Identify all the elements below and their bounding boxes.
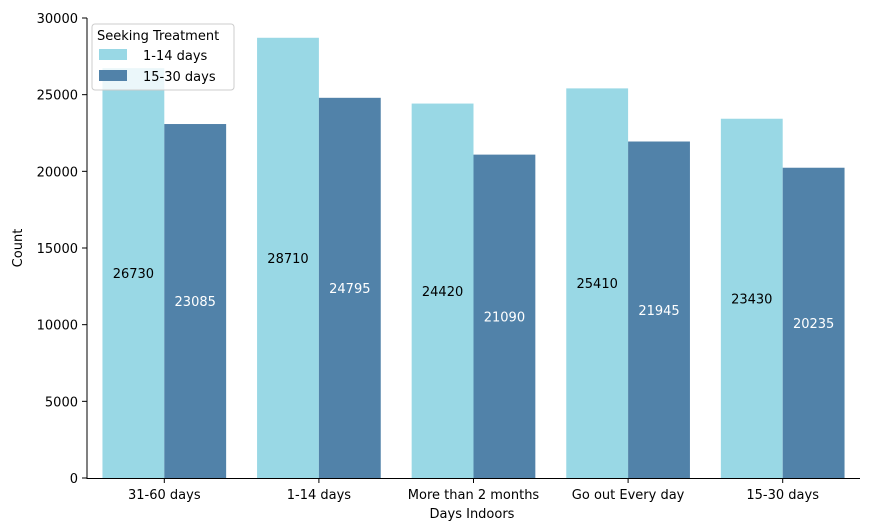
legend: Seeking Treatment 1-14 days 15-30 days (91, 23, 235, 91)
legend-frame (91, 23, 235, 91)
data-label: 21090 (484, 310, 525, 325)
x-axis-title: Days Indoors (430, 507, 515, 522)
bar (473, 154, 536, 478)
x-tick-label: More than 2 months (408, 488, 540, 503)
data-label: 26730 (113, 267, 154, 282)
legend-title: Seeking Treatment (97, 29, 219, 44)
bar (257, 37, 319, 478)
bar (102, 68, 165, 478)
bar (318, 97, 381, 478)
legend-label: 1-14 days (143, 49, 208, 64)
x-tick-label: 1-14 days (287, 488, 352, 503)
legend-swatch (99, 49, 127, 60)
data-label: 20235 (793, 317, 834, 332)
y-axis-title: Count (11, 229, 26, 268)
y-tick-label: 10000 (37, 319, 78, 334)
bar (411, 103, 474, 478)
bar (164, 124, 227, 478)
y-tick-label: 30000 (37, 12, 78, 27)
x-tick-label: Go out Every day (572, 488, 685, 503)
data-label: 24795 (329, 282, 370, 297)
legend-label: 15-30 days (143, 70, 216, 85)
y-tick-label: 0 (70, 472, 78, 487)
value-labels-layer: 26730 23085 28710 24795 24420 21090 25410 21945… (113, 252, 835, 332)
bar (782, 167, 845, 479)
data-label: 21945 (638, 304, 679, 319)
y-tick-label: 5000 (45, 395, 78, 410)
y-tick-label: 20000 (37, 165, 78, 180)
data-label: 23430 (731, 292, 772, 307)
legend-entries: 1-14 days 15-30 days (99, 49, 216, 85)
bar (628, 141, 690, 478)
bar (720, 118, 783, 479)
y-ticks-layer: 0 5000 10000 15000 20000 25000 30000 (37, 12, 87, 487)
data-label: 28710 (267, 252, 308, 267)
data-label: 24420 (422, 285, 463, 300)
data-label: 23085 (175, 295, 216, 310)
legend-swatch (99, 70, 127, 81)
x-tick-label: 31-60 days (128, 488, 201, 503)
x-tick-label: 15-30 days (746, 488, 819, 503)
y-tick-label: 25000 (37, 89, 78, 104)
bar (566, 88, 629, 478)
y-tick-label: 15000 (37, 242, 78, 257)
bars-layer (102, 37, 845, 479)
x-ticks-layer: 31-60 days 1-14 days More than 2 months Go … (128, 478, 819, 503)
data-label: 25410 (577, 277, 618, 292)
